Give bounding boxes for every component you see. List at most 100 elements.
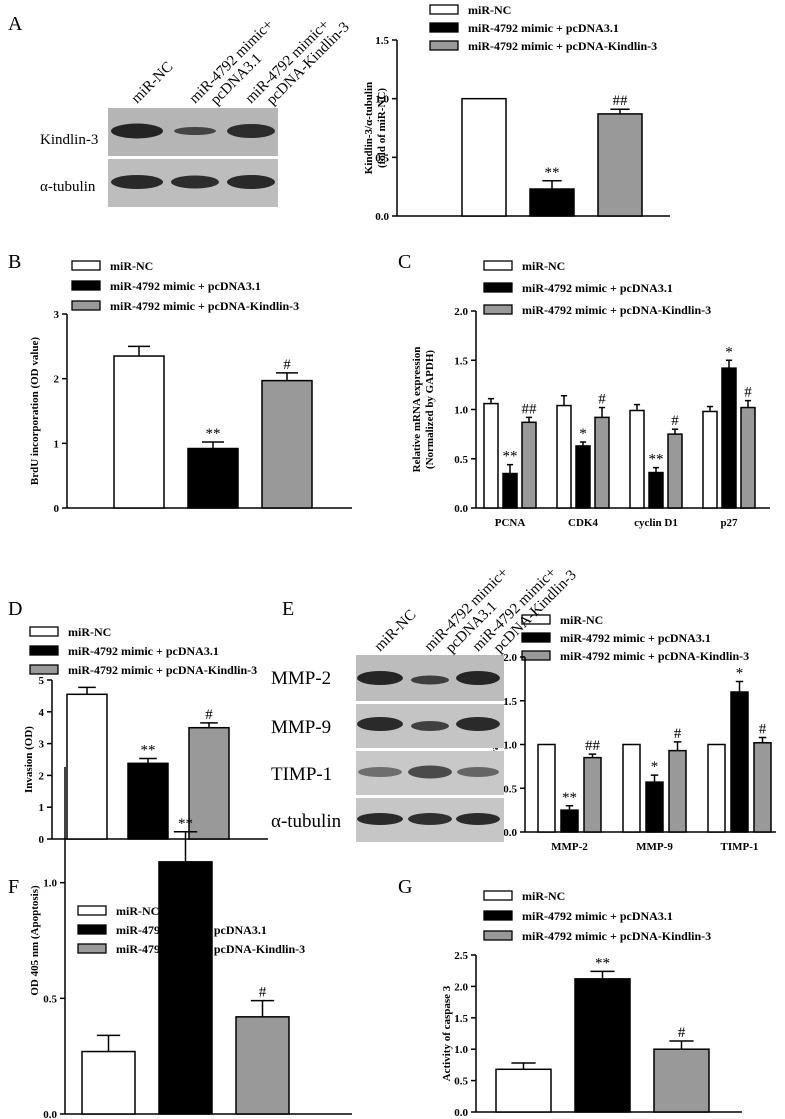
bar xyxy=(575,445,591,509)
significance-mark: * xyxy=(725,344,733,360)
bar xyxy=(574,978,631,1113)
legend-swatch xyxy=(483,930,513,941)
significance-mark: ## xyxy=(613,93,629,109)
bar xyxy=(235,1016,290,1115)
legend-label: miR-4792 mimic + pcDNA-Kindlin-3 xyxy=(522,303,711,317)
blot-band xyxy=(411,721,449,731)
y-axis-label: OD 405 nm (Apoptosis) xyxy=(29,885,41,996)
blot-band xyxy=(411,675,449,685)
bar xyxy=(187,447,239,509)
legend-label: miR-4792 mimic + pcDNA-Kindlin-3 xyxy=(468,39,657,53)
panel-letter-F: F xyxy=(8,876,19,898)
y-tick-label: 5 xyxy=(39,675,45,687)
significance-mark: ** xyxy=(206,426,221,442)
bar xyxy=(721,367,737,509)
y-tick-label: 0.5 xyxy=(375,152,389,164)
bar xyxy=(629,409,645,509)
bar xyxy=(707,743,726,833)
panel-letter-C: C xyxy=(398,251,411,273)
legend-swatch xyxy=(483,260,513,271)
y-axis-label: BrdU incorporation (OD value) xyxy=(29,337,41,486)
bar xyxy=(648,471,664,509)
significance-mark: # xyxy=(205,707,213,723)
legend-label: miR-NC xyxy=(522,889,565,903)
blot-band xyxy=(408,813,452,825)
bar xyxy=(753,742,772,833)
legend-swatch xyxy=(483,890,513,901)
legend-swatch xyxy=(483,304,513,315)
x-tick-label: MMP-2 xyxy=(551,841,588,853)
y-tick-label: 1.0 xyxy=(454,1044,468,1056)
y-axis-label: (Normalized by GAPDH) xyxy=(424,350,436,469)
bar xyxy=(740,406,756,509)
y-tick-label: 0.0 xyxy=(375,211,389,223)
significance-mark: # xyxy=(759,722,767,738)
blot-band xyxy=(408,765,452,779)
legend-swatch xyxy=(483,282,513,293)
significance-mark: * xyxy=(579,426,587,442)
legend-label: miR-4792 mimic + pcDNA3.1 xyxy=(522,909,673,923)
blot-lane-label: miR-NC xyxy=(129,59,177,107)
y-tick-label: 0.5 xyxy=(503,783,517,795)
y-tick-label: 0.0 xyxy=(454,503,468,515)
x-tick-label: cyclin D1 xyxy=(634,517,678,529)
y-tick-label: 0 xyxy=(54,503,60,515)
y-tick-label: 2.5 xyxy=(454,950,468,962)
bar xyxy=(730,691,749,833)
y-tick-label: 1.0 xyxy=(43,878,57,890)
blot-band xyxy=(174,127,216,135)
bar xyxy=(667,433,683,509)
significance-mark: * xyxy=(651,759,659,775)
y-axis-label: Activity of caspase 3 xyxy=(441,985,453,1081)
x-tick-label: PCNA xyxy=(495,517,526,529)
y-tick-label: 1.5 xyxy=(454,355,468,367)
panel-letter-G: G xyxy=(398,876,412,898)
significance-mark: ** xyxy=(503,449,518,465)
y-tick-label: 2.0 xyxy=(454,306,468,318)
bar xyxy=(66,693,108,840)
blot-band xyxy=(227,124,275,138)
legend-label: miR-4792 mimic + pcDNA-Kindlin-3 xyxy=(68,663,257,677)
blot-band xyxy=(358,767,402,777)
blot-row-label: MMP-9 xyxy=(271,717,331,738)
blot-band xyxy=(227,175,275,189)
y-tick-label: 1 xyxy=(54,438,60,450)
x-tick-label: MMP-9 xyxy=(636,841,673,853)
legend-swatch xyxy=(521,632,551,643)
significance-mark: ** xyxy=(141,743,156,759)
bar xyxy=(188,726,230,840)
bar xyxy=(560,809,579,833)
bar xyxy=(597,113,643,217)
bar xyxy=(483,402,499,509)
significance-mark: ** xyxy=(649,452,664,468)
legend-swatch xyxy=(521,614,551,625)
legend-swatch xyxy=(77,905,107,916)
significance-mark: # xyxy=(671,413,679,429)
legend-swatch xyxy=(29,645,59,656)
bar xyxy=(495,1068,552,1113)
legend-a: miR-NC miR-4792 mimic + pcDNA3.1 miR-4792 … xyxy=(429,3,657,53)
y-tick-label: 4 xyxy=(39,707,45,719)
x-tick-label: p27 xyxy=(720,517,738,529)
panel-letter-D: D xyxy=(8,598,22,620)
significance-mark: # xyxy=(598,392,606,408)
legend-label: miR-4792 mimic + pcDNA-Kindlin-3 xyxy=(560,649,749,663)
legend-label: miR-4792 mimic + pcDNA-Kindlin-3 xyxy=(110,299,299,313)
bar xyxy=(127,762,169,840)
blot-band xyxy=(357,813,403,825)
significance-mark: # xyxy=(678,1025,686,1041)
blot-band xyxy=(111,175,163,189)
blot-band xyxy=(456,813,500,825)
blot-row-label: α-tubulin xyxy=(40,179,96,195)
legend-label: miR-NC xyxy=(560,613,603,627)
significance-mark: * xyxy=(736,666,744,682)
y-tick-label: 1.0 xyxy=(454,405,468,417)
significance-mark: ## xyxy=(585,738,601,754)
legend-label: miR-4792 mimic + pcDNA3.1 xyxy=(110,279,261,293)
y-axis-label: Relative mRNA expression xyxy=(411,347,423,473)
y-tick-label: 3 xyxy=(39,739,45,751)
legend-label: miR-NC xyxy=(522,259,565,273)
blot-row-label: TIMP-1 xyxy=(271,764,332,785)
y-tick-label: 0.0 xyxy=(503,827,517,839)
